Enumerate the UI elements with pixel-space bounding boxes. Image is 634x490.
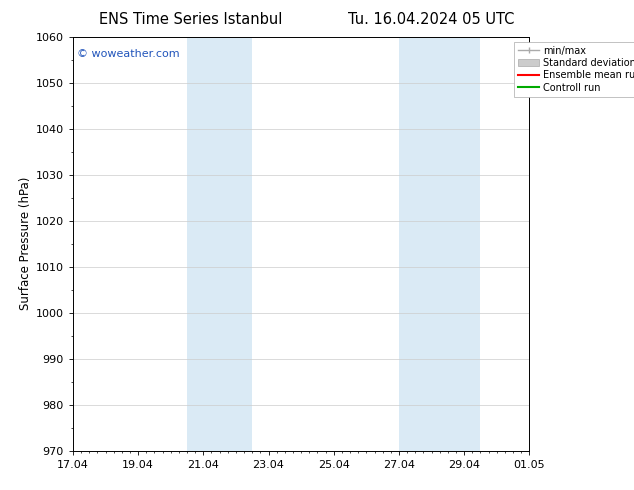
Text: Tu. 16.04.2024 05 UTC: Tu. 16.04.2024 05 UTC (348, 12, 514, 27)
Text: © woweather.com: © woweather.com (77, 49, 180, 59)
Bar (187, 37, 252, 451)
Legend: min/max, Standard deviation, Ensemble mean run, Controll run: min/max, Standard deviation, Ensemble me… (514, 42, 634, 97)
Bar (399, 37, 481, 451)
Text: ENS Time Series Istanbul: ENS Time Series Istanbul (98, 12, 282, 27)
Y-axis label: Surface Pressure (hPa): Surface Pressure (hPa) (18, 177, 32, 311)
